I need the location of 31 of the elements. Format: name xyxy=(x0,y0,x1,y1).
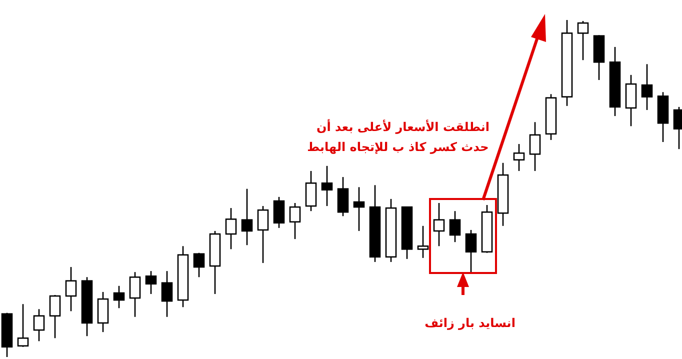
candlestick xyxy=(337,176,349,217)
candlestick xyxy=(113,285,125,309)
candlestick xyxy=(289,202,301,240)
annotation: حدث كسر كاذ ب للإتجاه الهابط xyxy=(307,140,489,154)
candlestick xyxy=(433,202,445,247)
candlestick xyxy=(513,143,525,172)
candlestick xyxy=(577,20,589,61)
candlestick xyxy=(33,308,45,342)
candlestick xyxy=(417,225,429,259)
candlestick xyxy=(145,270,157,295)
candlestick xyxy=(17,303,29,348)
candlestick xyxy=(257,205,269,264)
candlestick xyxy=(65,266,77,312)
candlestick xyxy=(641,63,653,111)
candlestick xyxy=(225,207,237,250)
candlestick xyxy=(449,210,461,243)
candlestick xyxy=(161,270,173,318)
candlestick xyxy=(353,186,365,232)
annotation: انسايد بار زائف xyxy=(424,316,516,330)
candlestick xyxy=(129,271,141,318)
annotation: انطلقت الأسعار لأعلى بعد أن xyxy=(316,119,490,134)
candlestick xyxy=(305,170,317,212)
candlestick xyxy=(529,121,541,172)
candlestick xyxy=(321,165,333,207)
candlestick xyxy=(625,74,637,127)
candlestick xyxy=(465,229,477,273)
candlestick xyxy=(273,196,285,229)
candlestick xyxy=(193,252,205,278)
candlestick xyxy=(97,291,109,333)
candlestick xyxy=(49,294,61,339)
candlestick xyxy=(241,188,253,246)
